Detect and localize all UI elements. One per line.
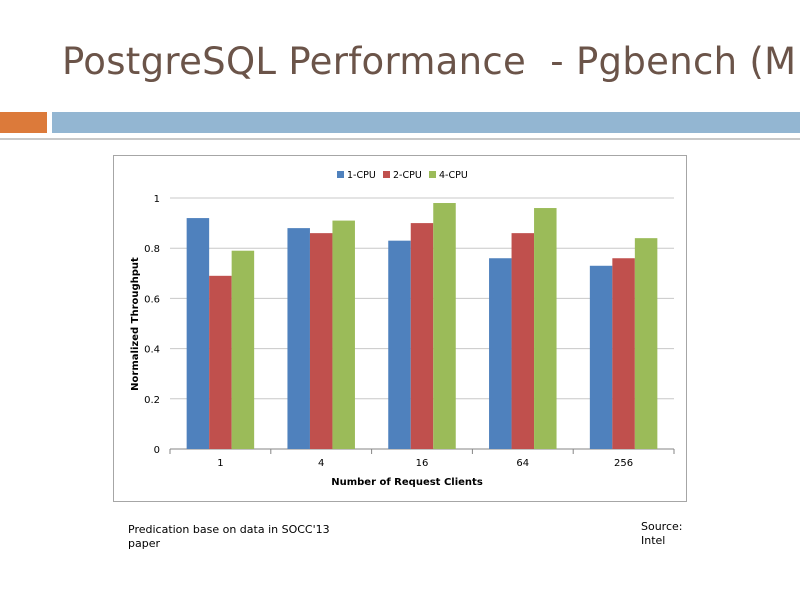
- chart-frame: 0 0.2 0.4 0.6 0.8 1 1 4 16 64 256 1-CPU 2-CPU 4-CPU…: [113, 155, 687, 502]
- bar-1-CPU-256: [589, 265, 613, 449]
- x-tick-label: 16: [416, 458, 429, 469]
- accent-bar-orange: [0, 112, 47, 133]
- legend-label: 4-CPU: [439, 170, 468, 181]
- bar-4-CPU-4: [332, 220, 355, 449]
- legend-swatch: [337, 171, 344, 178]
- bar-2-CPU-64: [511, 233, 535, 449]
- footnote: Predication base on data in SOCC'13 pape…: [128, 523, 330, 550]
- bar-4-CPU-1: [231, 250, 255, 449]
- y-tick-label: 0.6: [144, 294, 160, 305]
- bar-2-CPU-256: [612, 258, 635, 449]
- slide-title: PostgreSQL Performance - Pgbench (MP): [62, 40, 800, 83]
- y-tick-label: 1: [154, 194, 160, 205]
- bar-2-CPU-16: [410, 223, 434, 449]
- accent-bar-blue: [52, 112, 800, 133]
- y-tick-label: 0: [154, 445, 160, 456]
- y-tick-label: 0.8: [144, 244, 160, 255]
- legend-swatch: [429, 171, 436, 178]
- bar-4-CPU-64: [534, 208, 557, 449]
- bar-chart: 0 0.2 0.4 0.6 0.8 1 1 4 16 64 256 1-CPU 2-CPU 4-CPU…: [130, 170, 675, 488]
- legend-swatch: [383, 171, 390, 178]
- legend-label: 1-CPU: [347, 170, 376, 181]
- y-tick-label: 0.4: [144, 345, 160, 356]
- x-tick-labels: 1 4 16 64 256: [217, 458, 633, 469]
- legend-label: 2-CPU: [393, 170, 422, 181]
- bar-1-CPU-16: [388, 240, 411, 449]
- y-tick-labels: 0 0.2 0.4 0.6 0.8 1: [144, 194, 160, 456]
- x-tick-label: 64: [516, 458, 529, 469]
- bar-2-CPU-4: [309, 233, 333, 449]
- divider-line: [0, 138, 800, 140]
- bar-1-CPU-4: [287, 228, 310, 449]
- bar-1-CPU-1: [186, 218, 210, 449]
- x-tick-label: 4: [318, 458, 324, 469]
- legend: 1-CPU 2-CPU 4-CPU: [337, 170, 468, 181]
- bars: [186, 203, 658, 449]
- x-tick-label: 1: [217, 458, 223, 469]
- y-axis-label: Normalized Throughput: [130, 257, 141, 391]
- bar-1-CPU-64: [489, 258, 512, 449]
- x-tick-label: 256: [614, 458, 633, 469]
- source-label: Source:: [641, 520, 683, 533]
- x-axis-label: Number of Request Clients: [331, 477, 483, 488]
- bar-4-CPU-16: [433, 203, 456, 449]
- y-tick-label: 0.2: [144, 395, 160, 406]
- bar-4-CPU-256: [634, 238, 658, 449]
- source-value: Intel: [641, 534, 666, 547]
- bar-2-CPU-1: [209, 275, 232, 449]
